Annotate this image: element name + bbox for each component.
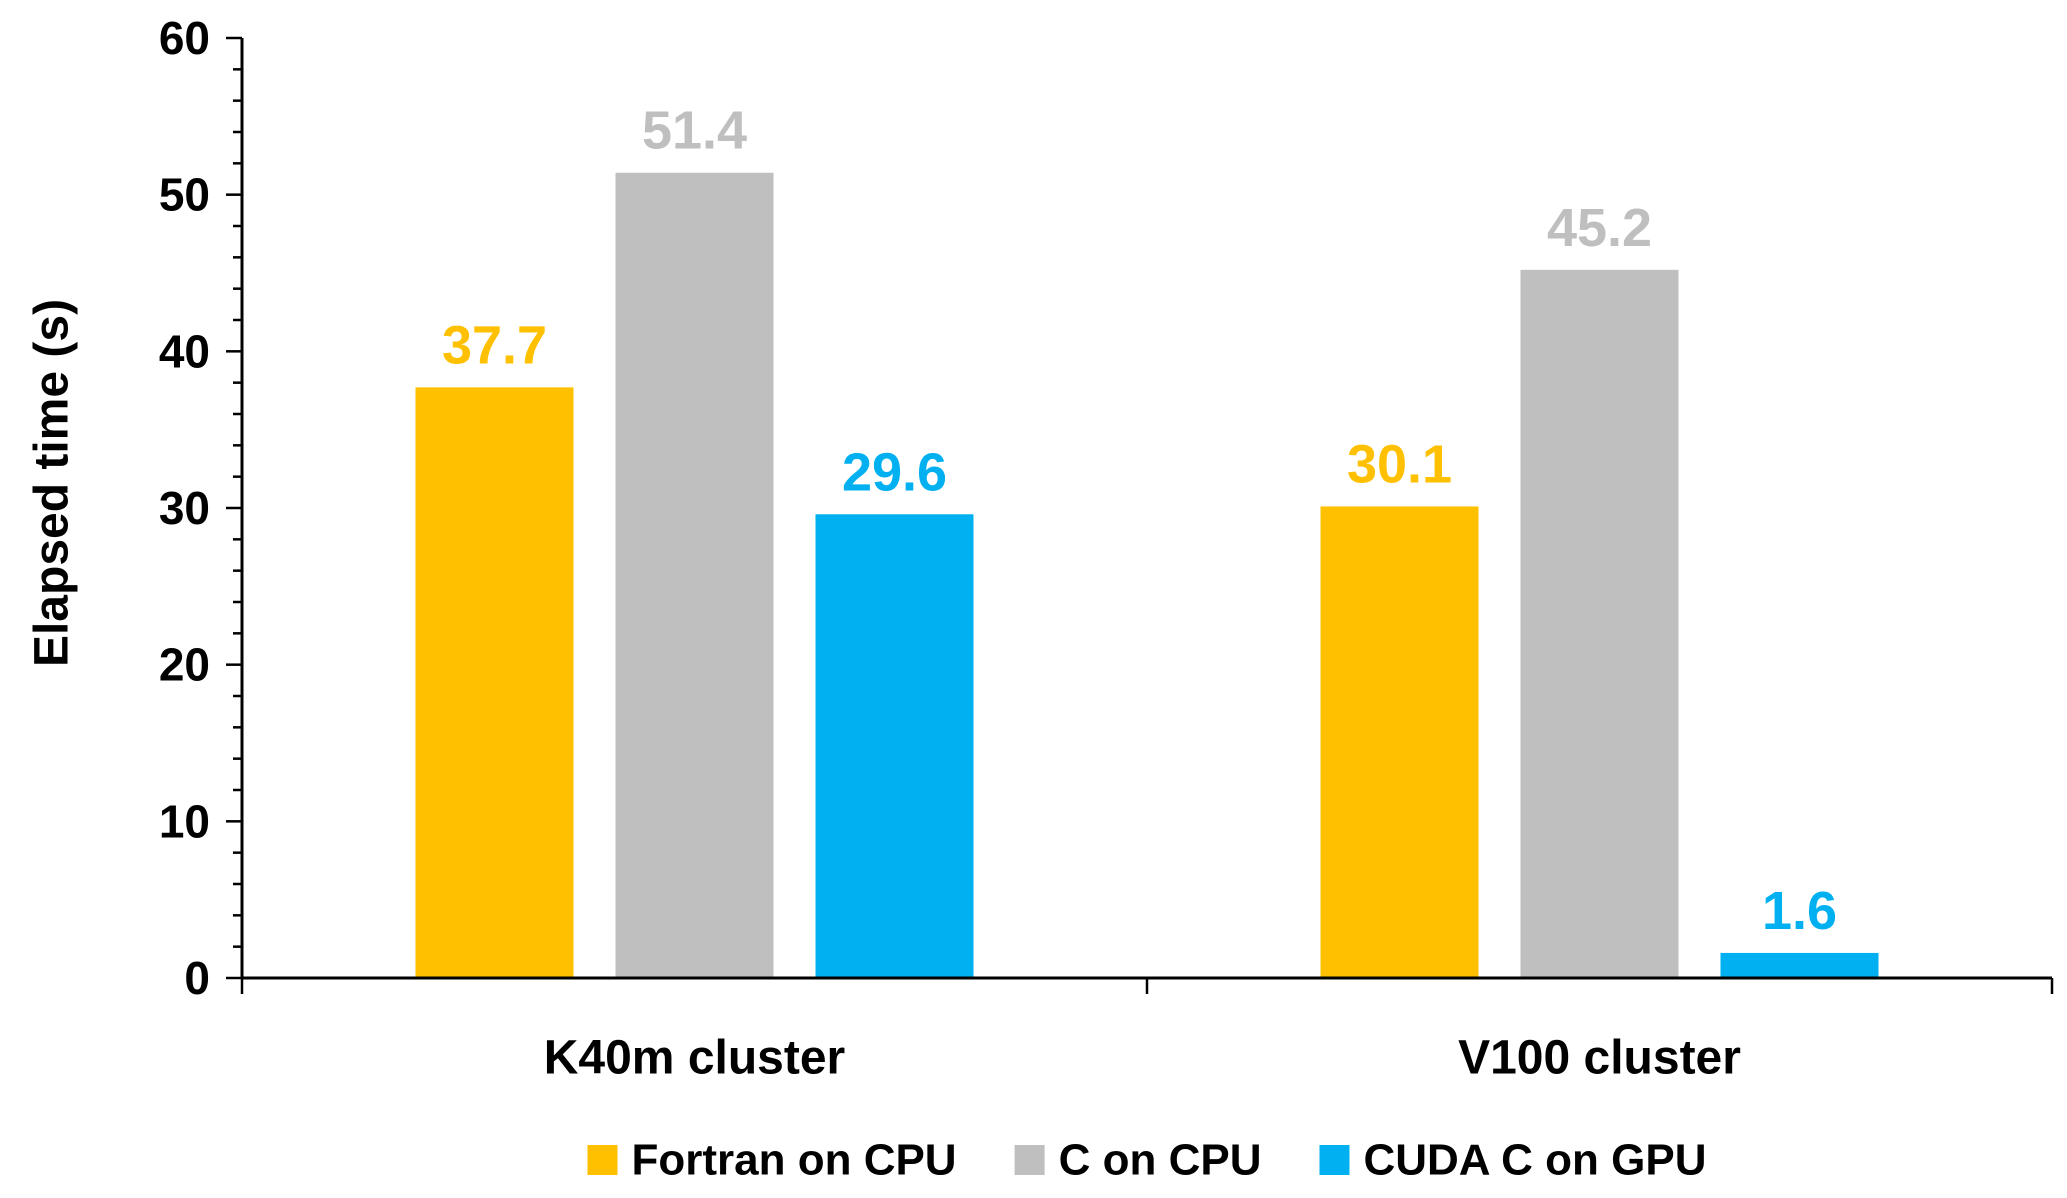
data-labels: 37.7 51.4 29.6 30.1 45.2 1.6 xyxy=(442,101,1837,941)
y-tick-label: 30 xyxy=(159,482,210,534)
legend-swatch xyxy=(1319,1145,1350,1175)
legend-item: CUDA C on GPU xyxy=(1319,1136,1707,1185)
y-axis-title: Elapsed time (s) xyxy=(26,299,79,667)
bars-layer xyxy=(415,172,1879,978)
y-tick-label: 20 xyxy=(159,639,210,691)
data-label: 29.6 xyxy=(842,442,947,502)
data-label: 1.6 xyxy=(1762,881,1837,941)
legend-label: CUDA C on GPU xyxy=(1363,1136,1706,1185)
y-tick-label: 50 xyxy=(159,169,210,221)
data-label: 30.1 xyxy=(1347,434,1452,494)
y-tick-label: 0 xyxy=(184,952,210,1004)
bar xyxy=(415,387,574,978)
bar xyxy=(615,172,774,978)
data-label: 37.7 xyxy=(442,315,547,375)
bar xyxy=(1720,952,1879,978)
legend-label: C on CPU xyxy=(1059,1136,1262,1185)
legend-item: Fortran on CPU xyxy=(587,1136,957,1185)
legend-swatch xyxy=(587,1145,618,1175)
y-tick-label: 10 xyxy=(159,795,210,847)
legend-label: Fortran on CPU xyxy=(631,1136,956,1185)
bar xyxy=(1320,506,1479,978)
bar xyxy=(815,514,974,978)
data-label: 45.2 xyxy=(1547,198,1652,258)
legend-swatch xyxy=(1014,1145,1045,1175)
x-tick-label: K40m cluster xyxy=(544,1032,845,1085)
legend-item: C on CPU xyxy=(1014,1136,1262,1185)
y-tick-label: 60 xyxy=(159,12,210,64)
y-tick-label: 40 xyxy=(159,325,210,377)
x-tick-labels: K40m cluster V100 cluster xyxy=(544,1032,1741,1085)
y-ticks: 0 10 20 30 40 50 60 xyxy=(159,12,2054,1004)
bar xyxy=(1520,269,1679,978)
legend: Fortran on CPU C on CPU CUDA C on GPU xyxy=(587,1136,1707,1185)
data-label: 51.4 xyxy=(642,101,747,161)
x-tick-label: V100 cluster xyxy=(1458,1032,1741,1085)
